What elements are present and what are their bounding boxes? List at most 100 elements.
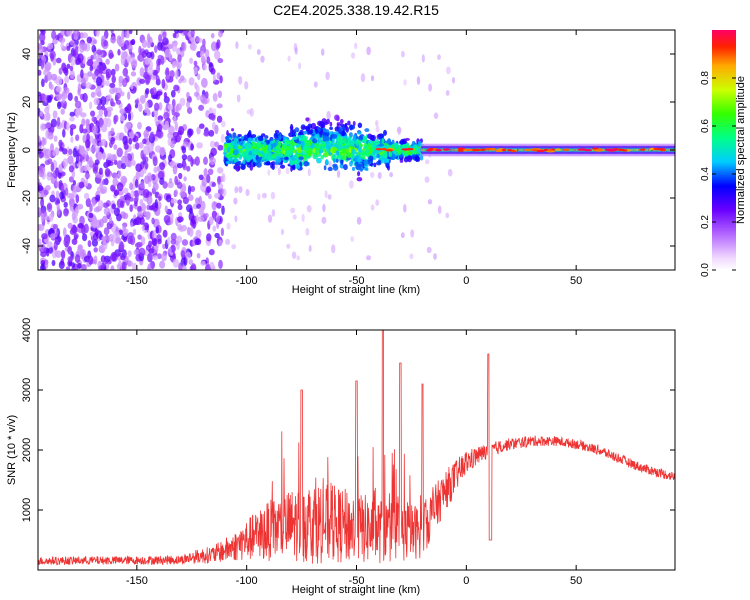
spectrogram-cell [158,162,166,171]
spectrogram-cell [97,186,102,193]
spectrogram-cell [331,137,335,144]
spectrogram-cell [102,202,109,208]
spectrogram-cell [195,229,202,239]
spectrogram-cell [105,68,112,79]
spectrogram-cell [400,138,405,146]
spectrogram-cell [129,204,134,213]
spectrogram-cell [68,193,75,200]
spectrogram-cell [247,131,251,138]
snr-ylabel: SNR (10 * v/v) [6,415,18,485]
spectrogram-cell [203,131,210,137]
spectrogram-cell [312,154,318,160]
spectrogram-cell [261,192,267,199]
spectrogram-cell [85,197,91,208]
spectrogram-cell [290,139,295,147]
spectrogram-cell [273,132,278,139]
spectrogram-cell [87,71,93,77]
spectrogram-cell [310,122,317,130]
spectrogram-cell [286,243,291,249]
snr-x-axis: -150 -100 -50 0 50 [126,330,582,587]
spectrogram-cell [51,259,56,267]
spectrogram-cell [135,171,140,181]
spectrogram-cell [220,120,226,128]
spectrogram-cell [94,159,100,166]
spectrogram-cell [339,119,344,124]
spectrogram-cell [70,56,76,67]
spectrogram-xtick-label: 50 [570,275,582,287]
spectrogram-cell [135,142,140,150]
spectrogram-cell [57,235,62,243]
spectrogram-cell [124,30,130,39]
spectrogram-cell [95,57,100,67]
spectrogram-cell [212,92,218,102]
spectrogram-cell [203,156,208,165]
spectrogram-cell [368,155,374,162]
spectrogram-cell [298,156,304,161]
spectrogram-cell [296,255,300,261]
spectrogram-cell [451,77,456,84]
spectrogram-cell [62,227,67,237]
spectrogram-cell [347,120,351,126]
spectrogram-cell [49,84,54,91]
spectrogram-cell [163,111,170,120]
spectrogram-cell [143,210,147,216]
spectrogram-cell [305,117,310,122]
spectrogram-cell [85,82,92,89]
spectrogram-cell [357,171,361,177]
spectrogram-cell [60,42,64,49]
spectrogram-cell [127,91,131,100]
spectrogram-cell [68,148,73,156]
spectrogram-cell [50,73,58,81]
spectrogram-cell [339,151,343,156]
spectrogram-cell [364,145,368,150]
spectrogram-cell [138,142,144,149]
spectrogram-cell [215,214,220,223]
spectrogram-cell [162,229,168,238]
spectrogram-cell [331,244,336,254]
spectrogram-cell [41,136,45,147]
spectrogram-cell [349,124,356,130]
spectrogram-cell [126,103,132,113]
spectrogram-cell [137,121,142,130]
spectrogram-cell [501,148,507,152]
spectrogram-cell [265,161,271,166]
spectrogram-cell [135,193,139,203]
spectrogram-ylabel: Frequency (Hz) [6,112,18,188]
spectrogram-cell [312,138,318,144]
spectrogram-cell [130,221,134,228]
spectrogram-cell [110,137,115,145]
spectrogram-cell [38,185,44,192]
spectrogram-cell [284,150,288,156]
spectrogram-cell [182,141,190,148]
spectrogram-cell [87,156,93,165]
spectrogram-cell [396,126,402,134]
spectrogram-cell [121,155,127,164]
spectrogram-cell [75,134,80,142]
spectrogram-cell [457,149,464,152]
spectrogram-cell [170,232,177,241]
spectrogram-cell [381,138,385,145]
spectrogram-cell [239,140,244,146]
spectrogram-cell [47,95,53,103]
spectrogram-cell [167,247,172,255]
spectrogram-cell [74,45,79,55]
spectrogram-cell [185,251,191,260]
spectrogram-cell [199,50,205,58]
spectrogram-cell [257,135,264,142]
spectrogram-cell [46,171,52,181]
spectrogram-cell [216,115,223,123]
spectrogram-cell [134,216,142,226]
spectrogram-cell [151,217,155,225]
spectrogram-cell [144,57,151,65]
spectrogram-cell [82,32,88,39]
spectrogram-cell [67,245,73,255]
spectrogram-cell [322,203,326,213]
spectrogram-cell [92,219,97,229]
spectrogram-cell [43,113,49,122]
spectrogram-cell [86,60,93,66]
spectrogram-cell [38,32,46,43]
spectrogram-cell [271,209,276,217]
spectrogram-cell [208,216,214,225]
spectrogram-cell [325,159,329,164]
spectrogram-cell [320,154,324,160]
